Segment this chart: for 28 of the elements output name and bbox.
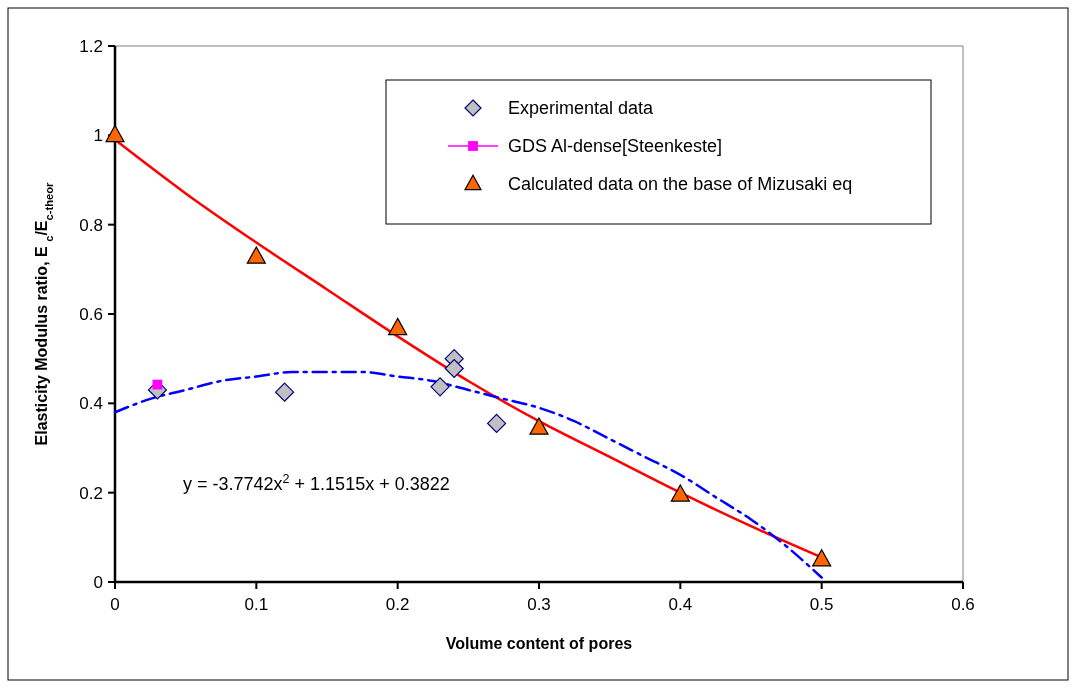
line-series xyxy=(113,370,823,579)
x-tick-label: 0.4 xyxy=(668,595,693,614)
y-tick-label: 0 xyxy=(93,572,103,592)
x-tick-label: 0.3 xyxy=(527,595,551,614)
x-tick-label: 0 xyxy=(110,595,120,614)
point xyxy=(388,317,408,336)
point xyxy=(275,382,295,402)
point xyxy=(529,417,549,435)
point xyxy=(487,413,507,434)
legend-label: Calculated data on the base of Mizusaki eq xyxy=(508,174,853,195)
legend-label: Experimental data xyxy=(508,98,655,119)
point xyxy=(430,377,450,397)
x-axis-title: Volume content of pores xyxy=(445,635,633,652)
x-tick-label: 0.5 xyxy=(809,595,834,614)
x-tick-label: 0.6 xyxy=(951,595,975,614)
y-tick-label: 0.8 xyxy=(79,215,103,235)
legend-label: GDS Al-dense[Steenkeste] xyxy=(508,136,723,157)
y-tick-label: 0.2 xyxy=(79,483,103,503)
point xyxy=(105,124,125,143)
y-tick-label: 0.4 xyxy=(79,394,103,414)
y-tick-label: 0.6 xyxy=(79,304,103,324)
y-tick-label: 1.2 xyxy=(79,36,103,56)
point xyxy=(444,358,464,379)
point xyxy=(246,246,266,264)
y-tick-label: 1 xyxy=(93,126,103,146)
x-tick-label: 0.1 xyxy=(244,595,269,614)
annotation: y = -3.7742x$^{2}$ + 1.1515x + 0.3822 xyxy=(183,472,450,494)
x-tick-label: 0.2 xyxy=(385,595,410,614)
